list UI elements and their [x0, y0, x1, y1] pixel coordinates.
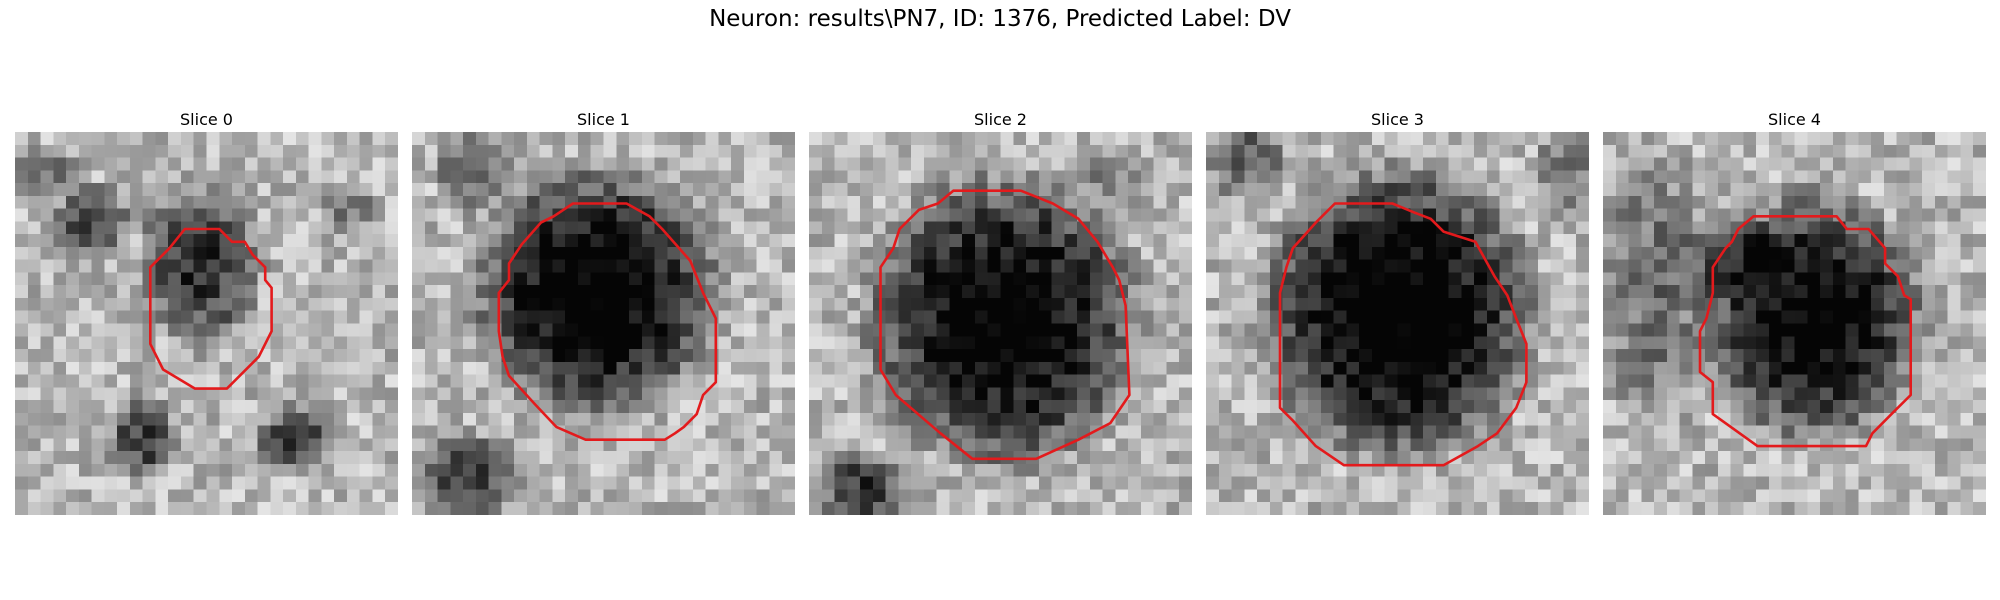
figure-title: Neuron: results\PN7, ID: 1376, Predicted…: [709, 6, 1291, 32]
neuron-contour: [1278, 202, 1528, 467]
slice-title: Slice 3: [1371, 110, 1424, 129]
neuron-contour: [149, 227, 273, 390]
slice-image: [1206, 132, 1589, 515]
pixel-grid: [809, 132, 1192, 515]
neuron-contour: [1698, 215, 1913, 448]
slice-image: [809, 132, 1192, 515]
slice-image: [1603, 132, 1986, 515]
slice-title: Slice 0: [180, 110, 233, 129]
neuron-contour: [879, 189, 1131, 461]
slice-panel-2: Slice 2: [809, 108, 1192, 515]
slice-panel-0: Slice 0: [15, 108, 398, 515]
pixel-grid: [15, 132, 398, 515]
pixel-grid: [1603, 132, 1986, 515]
slice-panel-4: Slice 4: [1603, 108, 1986, 515]
neuron-contour: [497, 202, 718, 442]
pixel-grid: [1206, 132, 1589, 515]
slice-title: Slice 1: [577, 110, 630, 129]
slice-title: Slice 4: [1768, 110, 1821, 129]
slice-panel-1: Slice 1: [412, 108, 795, 515]
slice-panel-3: Slice 3: [1206, 108, 1589, 515]
slice-title: Slice 2: [974, 110, 1027, 129]
pixel-grid: [412, 132, 795, 515]
slice-image: [15, 132, 398, 515]
slice-image: [412, 132, 795, 515]
